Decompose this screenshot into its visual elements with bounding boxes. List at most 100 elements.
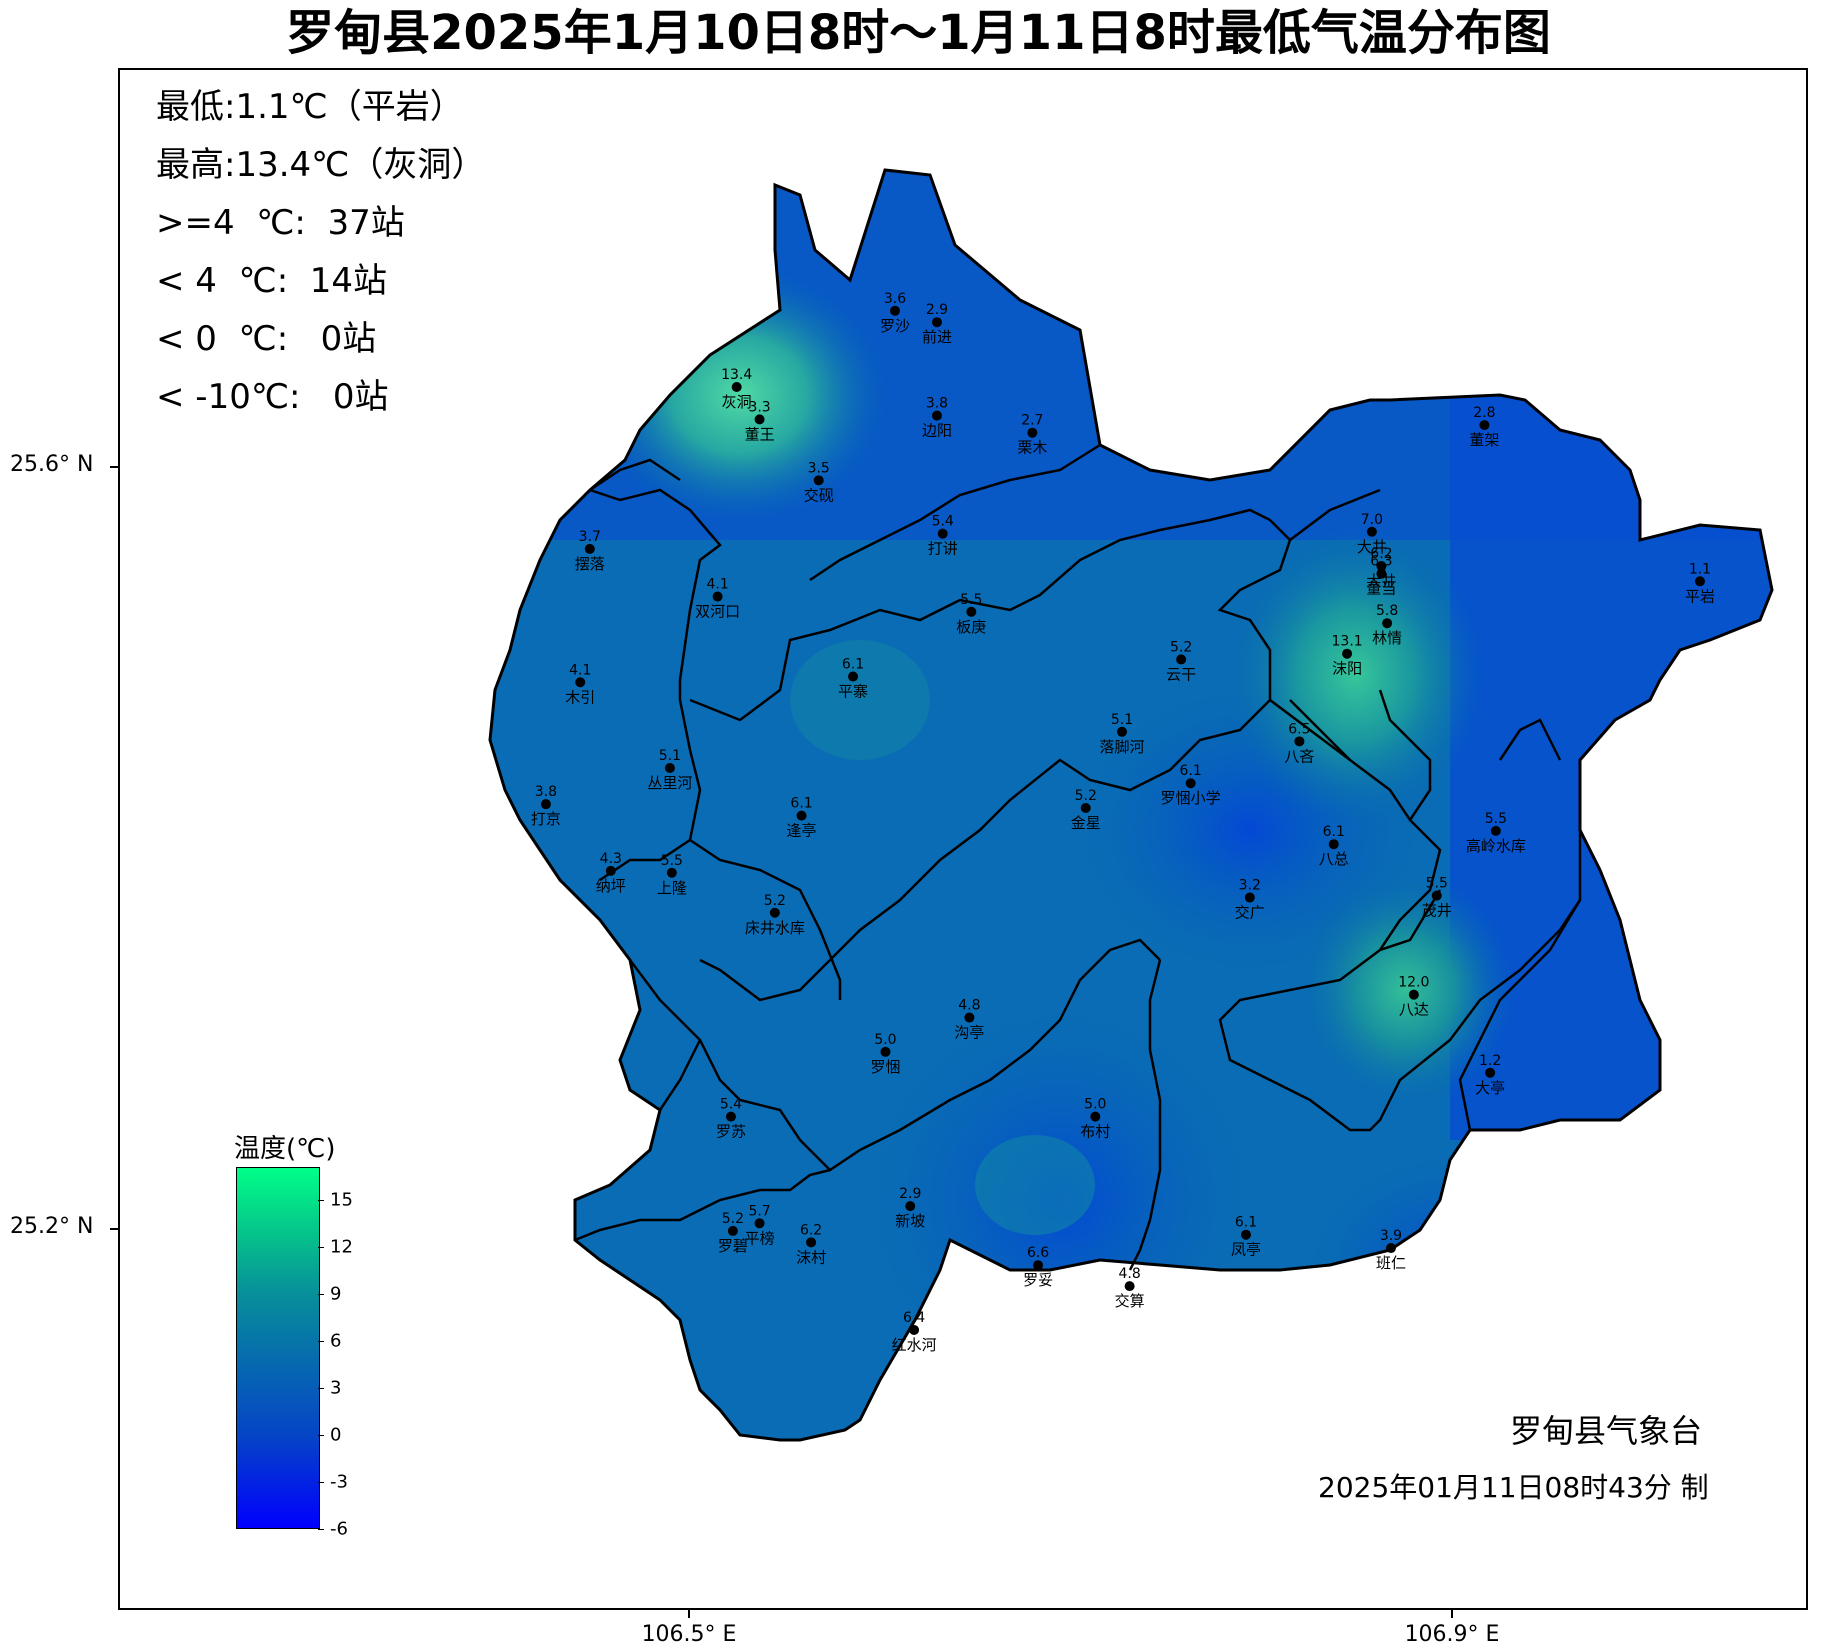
station-marker[interactable] bbox=[909, 1324, 920, 1335]
station-marker[interactable] bbox=[1124, 1281, 1135, 1292]
station-46[interactable]: 5.2 罗碧 bbox=[718, 1211, 748, 1255]
station-22[interactable]: 6.5 八吝 bbox=[1284, 721, 1314, 765]
station-marker[interactable] bbox=[769, 907, 780, 918]
station-marker[interactable] bbox=[813, 475, 824, 486]
station-marker[interactable] bbox=[806, 1237, 817, 1248]
station-35[interactable]: 12.0 八达 bbox=[1398, 975, 1429, 1019]
station-0[interactable]: 3.6 罗沙 bbox=[880, 291, 910, 335]
station-21[interactable]: 5.1 落脚河 bbox=[1099, 712, 1144, 756]
station-26[interactable]: 3.8 打京 bbox=[531, 784, 561, 828]
station-9[interactable]: 5.4 打讲 bbox=[928, 514, 958, 558]
station-marker[interactable] bbox=[1328, 839, 1339, 850]
station-marker[interactable] bbox=[725, 1111, 736, 1122]
station-marker[interactable] bbox=[1244, 892, 1255, 903]
station-45[interactable]: 6.6 罗妥 bbox=[1023, 1245, 1053, 1289]
station-marker[interactable] bbox=[1185, 778, 1196, 789]
station-41[interactable]: 2.9 新坡 bbox=[895, 1186, 925, 1230]
station-marker[interactable] bbox=[754, 414, 765, 425]
station-18[interactable]: 5.2 云干 bbox=[1166, 639, 1196, 683]
station-marker[interactable] bbox=[1090, 1111, 1101, 1122]
station-marker[interactable] bbox=[1342, 648, 1353, 659]
station-5[interactable]: 2.7 栗木 bbox=[1017, 413, 1047, 457]
station-38[interactable]: 1.2 大亭 bbox=[1475, 1053, 1505, 1097]
station-marker[interactable] bbox=[1485, 1067, 1496, 1078]
station-6[interactable]: 2.8 董架 bbox=[1469, 405, 1499, 449]
station-marker[interactable] bbox=[1376, 568, 1387, 579]
station-marker[interactable] bbox=[584, 543, 595, 554]
station-43[interactable]: 6.1 凤亭 bbox=[1231, 1215, 1261, 1259]
station-marker[interactable] bbox=[540, 799, 551, 810]
station-marker[interactable] bbox=[1382, 618, 1393, 629]
station-49[interactable]: 6.4 红水河 bbox=[892, 1310, 937, 1354]
station-marker[interactable] bbox=[931, 317, 942, 328]
station-marker[interactable] bbox=[731, 381, 742, 392]
station-marker[interactable] bbox=[937, 528, 948, 539]
station-29[interactable]: 6.1 八总 bbox=[1319, 824, 1349, 868]
station-19[interactable]: 6.1 平寨 bbox=[838, 657, 868, 701]
station-32[interactable]: 5.5 茂井 bbox=[1422, 876, 1452, 920]
station-marker[interactable] bbox=[1408, 989, 1419, 1000]
station-7[interactable]: 3.5 交砚 bbox=[804, 460, 834, 504]
station-17[interactable]: 13.1 沫阳 bbox=[1332, 634, 1363, 678]
station-marker[interactable] bbox=[1176, 654, 1187, 665]
station-marker[interactable] bbox=[1385, 1243, 1396, 1254]
station-marker[interactable] bbox=[796, 810, 807, 821]
station-8[interactable]: 3.7 摆落 bbox=[575, 529, 605, 573]
station-34[interactable]: 5.2 床井水库 bbox=[745, 893, 805, 937]
station-marker[interactable] bbox=[1479, 420, 1490, 431]
station-47[interactable]: 6.2 沫村 bbox=[796, 1222, 826, 1266]
station-marker[interactable] bbox=[664, 762, 675, 773]
station-1[interactable]: 2.9 前进 bbox=[922, 302, 952, 346]
station-16[interactable]: 5.8 林情 bbox=[1372, 603, 1402, 647]
station-marker[interactable] bbox=[880, 1046, 891, 1057]
station-12[interactable]: 6.3 董当 bbox=[1366, 554, 1396, 598]
station-marker[interactable] bbox=[666, 867, 677, 878]
station-marker[interactable] bbox=[966, 606, 977, 617]
station-marker[interactable] bbox=[848, 671, 859, 682]
station-marker[interactable] bbox=[727, 1225, 738, 1236]
station-15[interactable]: 5.5 板庚 bbox=[956, 592, 986, 636]
station-3[interactable]: 3.3 董王 bbox=[745, 399, 775, 443]
station-marker[interactable] bbox=[1117, 726, 1128, 737]
station-marker[interactable] bbox=[605, 865, 616, 876]
station-11[interactable]: 6.2 大井 bbox=[1366, 546, 1396, 590]
station-2[interactable]: 13.4 灰洞 bbox=[721, 367, 752, 411]
station-30[interactable]: 4.3 纳坪 bbox=[596, 851, 626, 895]
station-23[interactable]: 5.1 丛里河 bbox=[647, 748, 692, 792]
station-marker[interactable] bbox=[1294, 736, 1305, 747]
station-33[interactable]: 3.2 交广 bbox=[1235, 878, 1265, 922]
station-marker[interactable] bbox=[905, 1201, 916, 1212]
station-42[interactable]: 5.7 平榜 bbox=[745, 1203, 775, 1247]
station-marker[interactable] bbox=[712, 591, 723, 602]
station-4[interactable]: 3.8 边阳 bbox=[922, 396, 952, 440]
station-24[interactable]: 6.1 罗悃小学 bbox=[1161, 763, 1221, 807]
station-marker[interactable] bbox=[754, 1218, 765, 1229]
station-marker[interactable] bbox=[890, 305, 901, 316]
station-37[interactable]: 5.0 罗悃 bbox=[870, 1032, 900, 1076]
station-marker[interactable] bbox=[1366, 526, 1377, 537]
station-36[interactable]: 4.8 沟亭 bbox=[954, 998, 984, 1042]
station-marker[interactable] bbox=[1033, 1260, 1044, 1271]
station-10[interactable]: 7.0 大井 bbox=[1357, 512, 1387, 556]
station-39[interactable]: 5.4 罗苏 bbox=[716, 1097, 746, 1141]
station-marker[interactable] bbox=[964, 1012, 975, 1023]
station-marker[interactable] bbox=[1490, 825, 1501, 836]
station-31[interactable]: 5.5 上隆 bbox=[657, 853, 687, 897]
station-28[interactable]: 5.5 高岭水库 bbox=[1466, 811, 1526, 855]
station-marker[interactable] bbox=[1080, 802, 1091, 813]
station-40[interactable]: 5.0 布村 bbox=[1080, 1097, 1110, 1141]
station-marker[interactable] bbox=[931, 410, 942, 421]
station-27[interactable]: 6.1 逢亭 bbox=[787, 796, 817, 840]
station-marker[interactable] bbox=[575, 677, 586, 688]
station-20[interactable]: 4.1 木引 bbox=[565, 662, 595, 706]
station-marker[interactable] bbox=[1240, 1229, 1251, 1240]
station-48[interactable]: 4.8 交算 bbox=[1115, 1266, 1145, 1310]
station-44[interactable]: 3.9 班仁 bbox=[1376, 1228, 1406, 1272]
station-14[interactable]: 4.1 双河口 bbox=[695, 577, 740, 621]
station-marker[interactable] bbox=[1694, 576, 1705, 587]
station-25[interactable]: 5.2 金星 bbox=[1071, 788, 1101, 832]
station-marker[interactable] bbox=[1431, 890, 1442, 901]
station-marker[interactable] bbox=[1027, 427, 1038, 438]
station-marker[interactable] bbox=[1376, 561, 1387, 572]
station-13[interactable]: 1.1 平岩 bbox=[1685, 561, 1715, 605]
